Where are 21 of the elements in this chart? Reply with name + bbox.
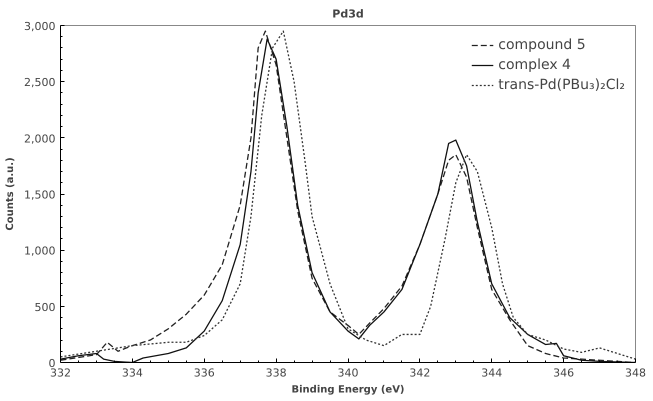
legend-label: trans-Pd(PBu₃)₂Cl₂ — [498, 77, 625, 93]
x-tick-label: 334 — [122, 366, 143, 380]
chart-title: Pd3d — [332, 8, 364, 20]
x-tick-label: 340 — [338, 366, 358, 380]
y-tick-label: 2,000 — [24, 132, 56, 146]
y-tick-label: 3,000 — [24, 20, 56, 33]
x-tick-label: 344 — [481, 366, 502, 380]
x-axis-title: Binding Energy (eV) — [292, 384, 404, 396]
x-tick-label: 338 — [266, 366, 287, 380]
x-tick-label: 336 — [194, 366, 215, 380]
y-tick-label: 1,000 — [24, 244, 56, 258]
y-tick-label: 1,500 — [24, 188, 56, 202]
legend-label: complex 4 — [498, 57, 571, 73]
x-tick-label: 332 — [50, 366, 71, 380]
x-tick-label: 346 — [553, 366, 574, 380]
y-tick-label: 500 — [34, 300, 56, 314]
x-tick-label: 348 — [625, 366, 646, 380]
y-tick-label: 2,500 — [24, 76, 56, 90]
legend-label: compound 5 — [498, 37, 586, 53]
x-tick-label: 342 — [409, 366, 430, 380]
y-axis-title: Counts (a.u.) — [5, 157, 16, 231]
